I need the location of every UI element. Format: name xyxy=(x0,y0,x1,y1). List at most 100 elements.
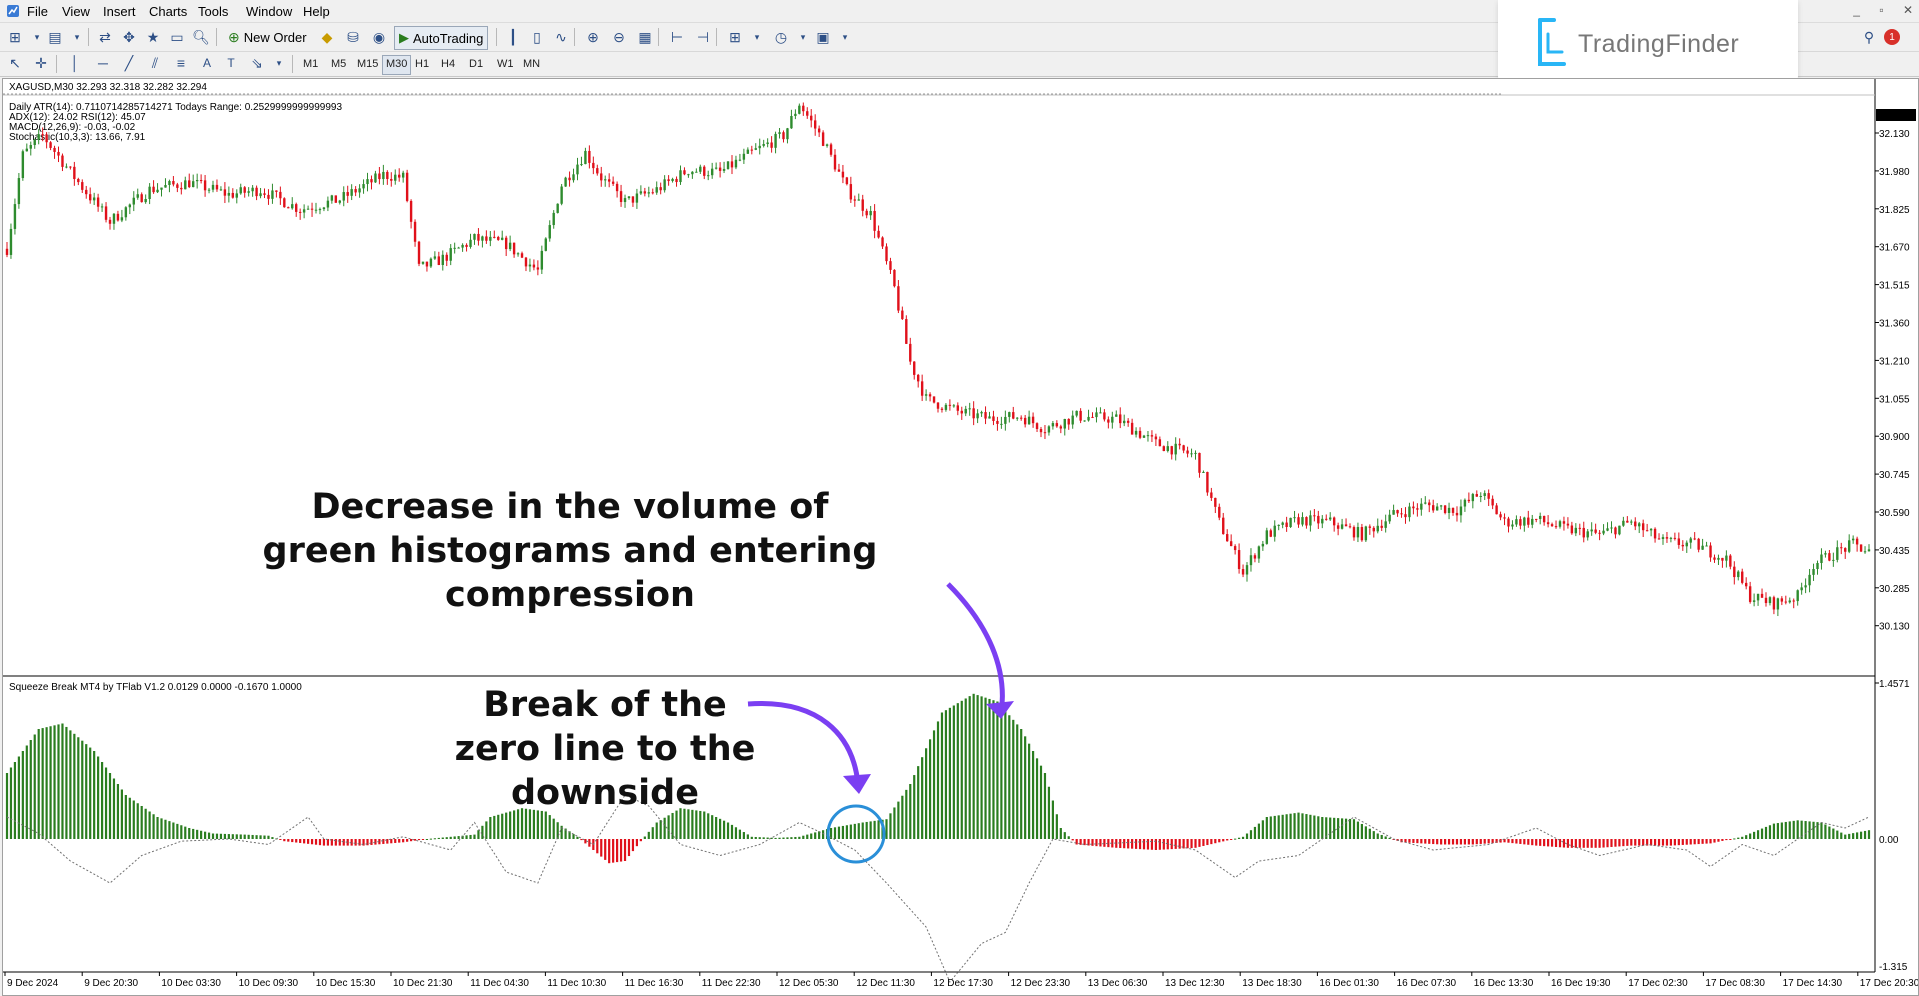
horizontal-line-icon[interactable]: ─ xyxy=(98,55,108,71)
new-order-button[interactable]: ⊕ New Order xyxy=(224,26,311,48)
bull-candle xyxy=(1800,587,1803,591)
bear-candle xyxy=(81,182,84,190)
timeframe-d1[interactable]: D1 xyxy=(469,58,484,70)
bull-candle xyxy=(623,198,627,203)
timeframe-m5[interactable]: M5 xyxy=(331,58,347,70)
bear-candle xyxy=(802,105,805,112)
menu-charts[interactable]: Charts xyxy=(149,4,188,19)
bear-candle xyxy=(829,144,833,155)
community-icon[interactable]: ◉ xyxy=(372,28,386,45)
bear-candle xyxy=(176,184,179,188)
signals-icon[interactable]: ⛁ xyxy=(347,28,359,45)
close-icon[interactable]: ✕ xyxy=(1902,3,1913,17)
zoom-out-icon[interactable]: ⊖ xyxy=(613,28,625,45)
signal-line xyxy=(6,794,1870,983)
strategy-tester-icon[interactable]: 🔍︎ xyxy=(192,28,210,45)
positive-histogram-bar xyxy=(425,839,429,840)
dropdown-arrow-icon[interactable]: ▾ xyxy=(800,31,806,42)
periods-icon[interactable]: ◷ xyxy=(774,28,788,45)
bear-candle xyxy=(1673,537,1677,539)
menu-tools[interactable]: Tools xyxy=(198,4,229,19)
bull-candle xyxy=(710,168,714,176)
crosshair-icon[interactable]: ✛ xyxy=(35,54,47,71)
chart-shift-icon[interactable]: ⊢ xyxy=(670,28,684,45)
navigator-icon[interactable]: ★ xyxy=(146,28,160,45)
dropdown-arrow-icon[interactable]: ▾ xyxy=(34,31,40,42)
restore-icon[interactable]: ▫ xyxy=(1879,3,1884,17)
terminal-icon[interactable]: ▭ xyxy=(170,28,184,45)
data-window-icon[interactable]: ✥ xyxy=(123,28,135,45)
text-icon[interactable]: A xyxy=(202,56,211,70)
minimize-icon[interactable]: _ xyxy=(1853,3,1860,17)
autoscroll-icon[interactable]: ⊣ xyxy=(696,28,710,45)
timeframe-h4[interactable]: H4 xyxy=(441,58,456,70)
autotrading-button[interactable]: ▶ AutoTrading xyxy=(394,26,489,50)
bull-candle xyxy=(1618,525,1621,535)
positive-histogram-bar xyxy=(1796,820,1799,839)
dropdown-arrow-icon[interactable]: ▾ xyxy=(754,31,760,42)
bear-candle xyxy=(1222,517,1225,535)
tile-windows-icon[interactable]: ▦ xyxy=(638,28,652,45)
positive-histogram-bar xyxy=(124,795,127,839)
menu-insert[interactable]: Insert xyxy=(103,4,136,19)
templates-icon[interactable]: ▣ xyxy=(816,28,830,45)
channel-icon[interactable]: ⫽ xyxy=(151,54,159,71)
menu-help[interactable]: Help xyxy=(303,4,330,19)
notification-badge[interactable]: 1 xyxy=(1884,29,1900,45)
price-chart[interactable]: 32.130 31.980 31.825 31.670 31.515 31.360 31.2… xyxy=(3,79,1918,995)
positive-histogram-bar xyxy=(156,817,159,839)
dropdown-arrow-icon[interactable]: ▾ xyxy=(276,57,282,68)
search-icon[interactable]: ⚲ xyxy=(1863,28,1875,45)
timeframe-h1[interactable]: H1 xyxy=(415,58,430,70)
arrows-icon[interactable]: ⇘ xyxy=(251,54,263,71)
text-label-icon[interactable]: T xyxy=(227,56,235,70)
bull-candle xyxy=(1388,514,1391,522)
timeframe-m15[interactable]: M15 xyxy=(357,58,379,70)
negative-histogram-bar xyxy=(346,839,349,846)
positive-histogram-bar xyxy=(1301,813,1304,839)
line-chart-icon[interactable]: ∿ xyxy=(555,28,567,45)
timeframe-m1[interactable]: M1 xyxy=(303,58,319,70)
menu-view[interactable]: View xyxy=(62,4,90,19)
cursor-icon[interactable]: ↖ xyxy=(9,54,21,71)
toolbar-separator xyxy=(216,28,217,46)
negative-histogram-bar xyxy=(1661,839,1665,846)
menu-window[interactable]: Window xyxy=(246,4,293,19)
positive-histogram-bar xyxy=(1380,834,1383,839)
positive-histogram-bar xyxy=(794,836,797,839)
vertical-line-icon[interactable]: │ xyxy=(70,55,80,71)
bear-candle xyxy=(1495,505,1498,515)
zoom-in-icon[interactable]: ⊕ xyxy=(587,28,599,45)
bear-candle xyxy=(881,237,884,247)
timeframe-mn[interactable]: MN xyxy=(523,58,541,70)
timeframe-w1[interactable]: W1 xyxy=(497,58,514,70)
trendline-icon[interactable]: ╱ xyxy=(124,54,134,71)
bull-candle xyxy=(564,177,567,187)
market-watch-icon[interactable]: ⇄ xyxy=(99,28,111,45)
candlestick-icon[interactable]: ▯ xyxy=(533,28,541,45)
dropdown-arrow-icon[interactable]: ▾ xyxy=(842,31,848,42)
negative-histogram-bar xyxy=(382,839,385,844)
price-tick-label: 31.360 xyxy=(1879,319,1910,330)
profiles-icon[interactable]: ▤ xyxy=(48,28,62,45)
metaeditor-icon[interactable]: ◆ xyxy=(321,28,333,45)
negative-histogram-bar xyxy=(1503,839,1506,843)
negative-histogram-bar xyxy=(1547,839,1550,847)
indicators-icon[interactable]: ⊞ xyxy=(729,28,741,45)
chart-window[interactable]: XAGUSD,M30 32.293 32.318 32.282 32.294 D… xyxy=(2,78,1919,996)
fibonacci-icon[interactable]: ≡ xyxy=(176,55,186,71)
menu-file[interactable]: File xyxy=(27,4,48,19)
bull-candle xyxy=(1479,495,1482,497)
bear-candle xyxy=(1709,545,1712,558)
bull-candle xyxy=(1071,415,1074,425)
timeframe-m30[interactable]: M30 xyxy=(382,55,412,75)
dropdown-arrow-icon[interactable]: ▾ xyxy=(74,31,80,42)
positive-histogram-bar xyxy=(1372,831,1375,839)
bear-candle xyxy=(390,178,393,181)
bear-candle xyxy=(1297,517,1300,525)
new-chart-icon[interactable]: ⊞ xyxy=(9,28,21,45)
positive-histogram-bar xyxy=(196,829,199,839)
bull-candle xyxy=(156,189,159,193)
bull-candle xyxy=(540,250,544,270)
bar-chart-icon[interactable]: ┃ xyxy=(508,28,518,45)
